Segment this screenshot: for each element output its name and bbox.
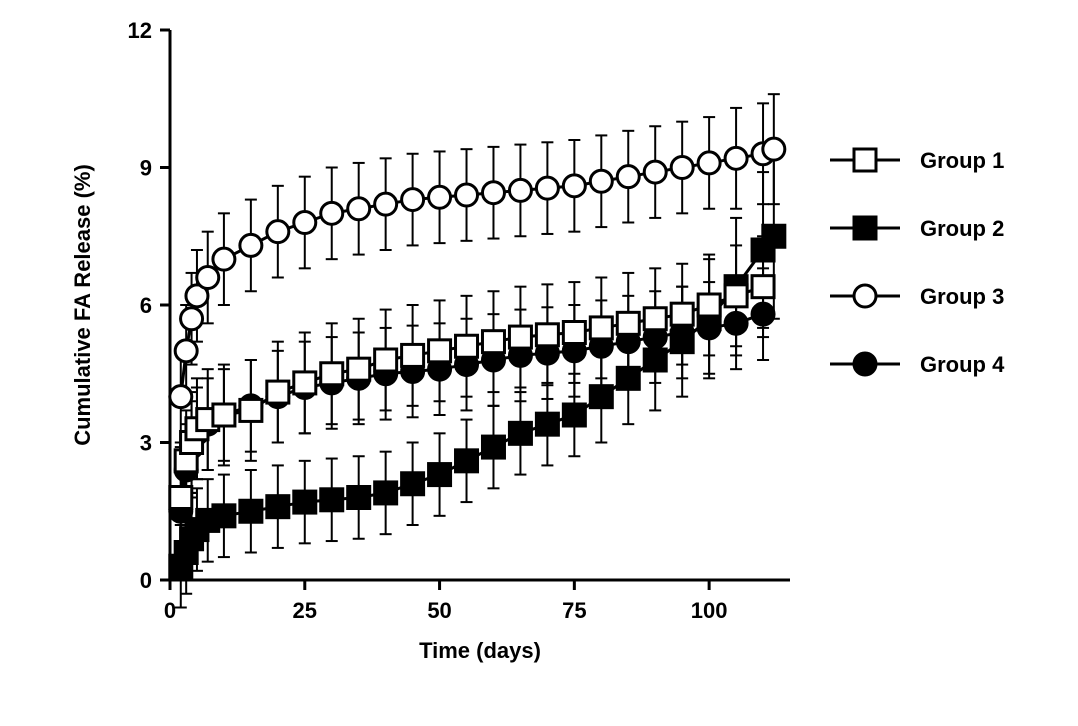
marker-circle-open: [240, 234, 262, 256]
y-tick-label: 0: [140, 568, 152, 593]
marker-square-filled: [536, 413, 558, 435]
marker-square-open: [617, 312, 639, 334]
marker-square-filled: [644, 349, 666, 371]
marker-circle-open: [294, 212, 316, 234]
marker-circle-open: [854, 285, 876, 307]
marker-square-open: [482, 331, 504, 353]
marker-circle-open: [482, 182, 504, 204]
marker-square-open: [429, 340, 451, 362]
marker-square-filled: [854, 217, 876, 239]
marker-square-open: [854, 149, 876, 171]
marker-square-open: [321, 363, 343, 385]
marker-circle-open: [617, 166, 639, 188]
marker-circle-open: [402, 189, 424, 211]
marker-square-filled: [402, 473, 424, 495]
marker-square-filled: [429, 464, 451, 486]
marker-circle-open: [590, 170, 612, 192]
marker-circle-filled: [752, 303, 774, 325]
legend-label: Group 4: [920, 352, 1005, 377]
marker-square-filled: [267, 496, 289, 518]
marker-square-open: [267, 381, 289, 403]
legend-label: Group 3: [920, 284, 1004, 309]
marker-square-open: [671, 303, 693, 325]
marker-circle-filled: [854, 353, 876, 375]
marker-circle-open: [456, 184, 478, 206]
x-tick-label: 100: [691, 598, 728, 623]
marker-square-filled: [375, 482, 397, 504]
marker-square-filled: [763, 225, 785, 247]
marker-square-open: [590, 317, 612, 339]
y-tick-label: 3: [140, 431, 152, 456]
marker-circle-open: [763, 138, 785, 160]
marker-circle-open: [181, 308, 203, 330]
marker-circle-open: [267, 221, 289, 243]
marker-square-open: [644, 308, 666, 330]
x-axis-label: Time (days): [419, 638, 541, 663]
marker-square-filled: [348, 487, 370, 509]
x-tick-label: 0: [164, 598, 176, 623]
marker-square-filled: [617, 367, 639, 389]
marker-square-open: [240, 399, 262, 421]
legend-label: Group 1: [920, 148, 1004, 173]
marker-square-filled: [321, 489, 343, 511]
marker-circle-open: [175, 340, 197, 362]
y-tick-label: 12: [128, 18, 152, 43]
marker-square-open: [536, 324, 558, 346]
marker-square-open: [375, 349, 397, 371]
marker-circle-open: [725, 147, 747, 169]
y-axis-label: Cumulative FA Release (%): [70, 164, 95, 446]
marker-square-open: [698, 294, 720, 316]
marker-circle-open: [563, 175, 585, 197]
marker-square-open: [170, 487, 192, 509]
marker-square-open: [213, 404, 235, 426]
marker-square-filled: [563, 404, 585, 426]
marker-circle-open: [644, 161, 666, 183]
marker-square-filled: [456, 450, 478, 472]
chart-container: 0 25 50 75 100 0 3 6 9 12 Time (days) Cumulative FA…: [0, 0, 1078, 726]
marker-square-open: [509, 326, 531, 348]
marker-square-open: [348, 358, 370, 380]
y-tick-label: 6: [140, 293, 152, 318]
marker-circle-open: [698, 152, 720, 174]
marker-circle-open: [429, 186, 451, 208]
legend-label: Group 2: [920, 216, 1004, 241]
marker-square-open: [563, 322, 585, 344]
marker-square-filled: [240, 500, 262, 522]
marker-circle-filled: [725, 312, 747, 334]
y-tick-label: 9: [140, 156, 152, 181]
marker-circle-open: [671, 157, 693, 179]
marker-circle-open: [213, 248, 235, 270]
marker-circle-open: [375, 193, 397, 215]
marker-circle-filled: [698, 317, 720, 339]
marker-circle-open: [321, 202, 343, 224]
marker-circle-open: [197, 267, 219, 289]
marker-square-open: [402, 344, 424, 366]
marker-square-filled: [482, 436, 504, 458]
marker-square-open: [725, 285, 747, 307]
chart-svg: 0 25 50 75 100 0 3 6 9 12 Time (days) Cumulative FA…: [0, 0, 1078, 726]
marker-square-open: [752, 276, 774, 298]
x-tick-label: 50: [427, 598, 451, 623]
marker-square-open: [294, 372, 316, 394]
marker-square-filled: [213, 505, 235, 527]
marker-circle-open: [348, 198, 370, 220]
marker-square-filled: [590, 386, 612, 408]
marker-circle-open: [536, 177, 558, 199]
marker-square-filled: [509, 422, 531, 444]
x-tick-label: 75: [562, 598, 586, 623]
marker-square-open: [456, 335, 478, 357]
marker-square-filled: [294, 491, 316, 513]
marker-circle-open: [170, 386, 192, 408]
marker-circle-open: [509, 179, 531, 201]
x-tick-label: 25: [293, 598, 317, 623]
